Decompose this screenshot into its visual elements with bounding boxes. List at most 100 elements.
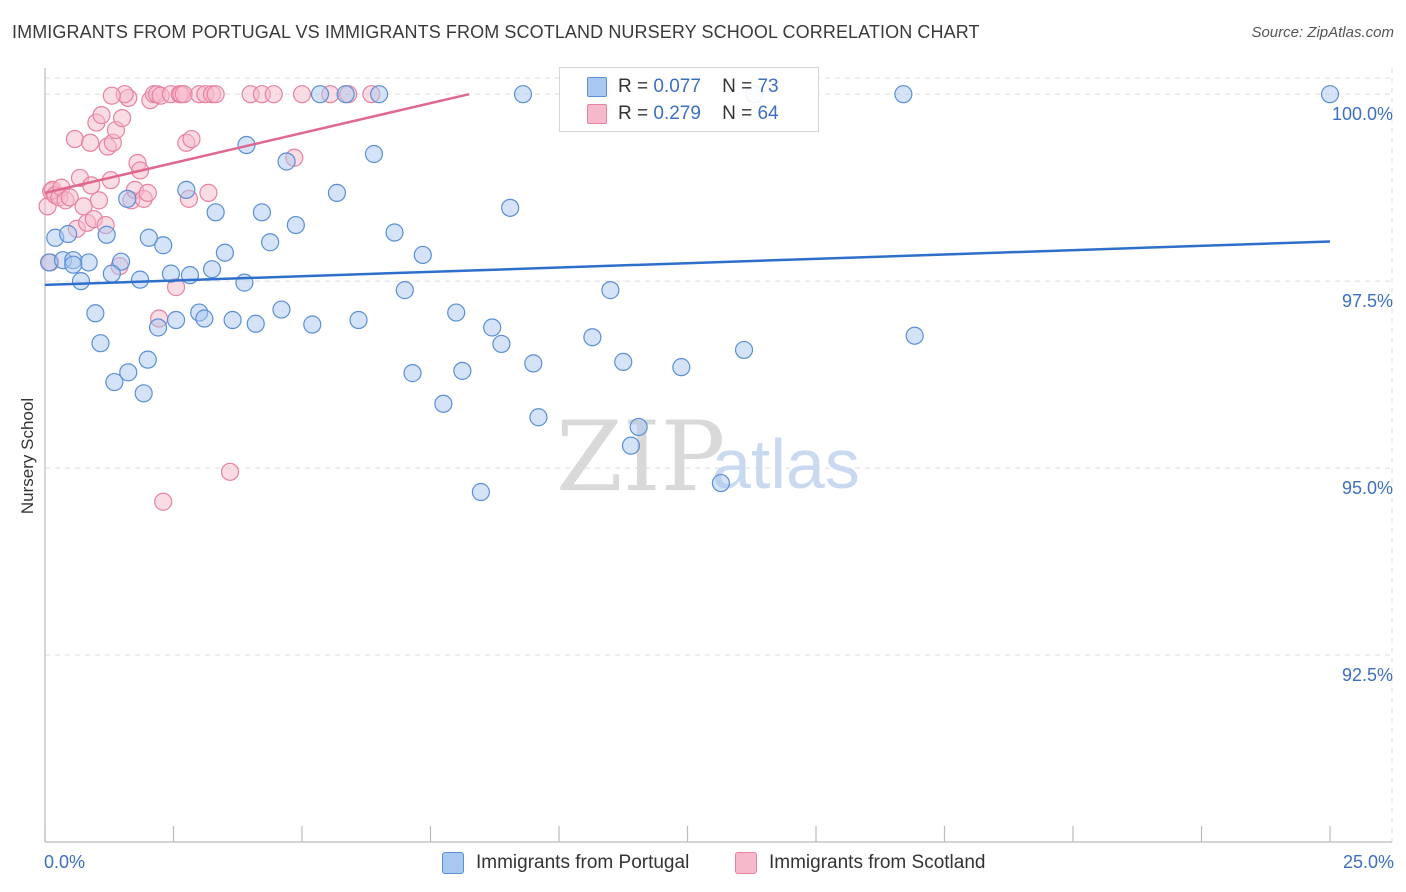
portugal-point[interactable] xyxy=(395,281,414,300)
scotland-point[interactable] xyxy=(89,191,109,210)
portugal-point[interactable] xyxy=(601,281,620,300)
series-swatch-portugal xyxy=(442,852,464,874)
portugal-point[interactable] xyxy=(336,85,355,104)
legend-swatch-portugal xyxy=(587,77,607,97)
portugal-point[interactable] xyxy=(139,228,158,247)
scotland-point[interactable] xyxy=(154,492,173,511)
portugal-point[interactable] xyxy=(223,310,242,330)
portugal-point[interactable] xyxy=(138,350,157,369)
portugal-point[interactable] xyxy=(134,384,153,403)
portugal-point[interactable] xyxy=(215,243,234,262)
portugal-point[interactable] xyxy=(202,260,222,279)
series-legend-scotland[interactable]: Immigrants from Scotland xyxy=(735,852,985,874)
legend-n-label: N = xyxy=(722,76,753,97)
portugal-point[interactable] xyxy=(154,236,173,255)
portugal-point[interactable] xyxy=(492,334,511,354)
portugal-point[interactable] xyxy=(286,215,305,235)
portugal-point[interactable] xyxy=(177,180,196,199)
portugal-point[interactable] xyxy=(272,300,291,319)
portugal-point[interactable] xyxy=(711,473,731,493)
portugal-point[interactable] xyxy=(370,85,389,104)
portugal-point[interactable] xyxy=(166,310,186,330)
chart-title: IMMIGRANTS FROM PORTUGAL VS IMMIGRANTS F… xyxy=(12,22,980,42)
scotland-point[interactable] xyxy=(60,188,79,207)
scotland-point[interactable] xyxy=(112,109,132,128)
portugal-point[interactable] xyxy=(453,361,472,380)
scotland-point[interactable] xyxy=(92,106,111,125)
scotland-point[interactable] xyxy=(199,183,218,202)
portugal-point[interactable] xyxy=(206,203,225,222)
portugal-point[interactable] xyxy=(403,364,422,383)
scotland-point[interactable] xyxy=(65,129,84,149)
scotland-point[interactable] xyxy=(292,85,312,104)
y-tick-label: 100.0% xyxy=(1332,104,1393,124)
portugal-point[interactable] xyxy=(161,264,181,283)
scotland-point[interactable] xyxy=(206,85,225,104)
portugal-point[interactable] xyxy=(447,303,466,322)
watermark-zip: ZIP xyxy=(556,401,725,513)
legend-n-value-scotland: 64 xyxy=(757,103,779,124)
portugal-point[interactable] xyxy=(102,264,121,283)
portugal-point[interactable] xyxy=(71,272,91,291)
portugal-point[interactable] xyxy=(235,273,254,292)
x-axis-max-label: 25.0% xyxy=(1342,852,1394,872)
y-tick-label: 92.5% xyxy=(1342,665,1393,685)
portugal-point[interactable] xyxy=(246,314,265,333)
portugal-point[interactable] xyxy=(119,363,138,382)
portugal-point[interactable] xyxy=(524,354,543,373)
series-label-portugal: Immigrants from Portugal xyxy=(476,852,690,873)
scotland-point[interactable] xyxy=(174,85,193,104)
portugal-point[interactable] xyxy=(672,358,691,377)
portugal-point[interactable] xyxy=(310,85,330,104)
portugal-point[interactable] xyxy=(413,245,432,265)
y-tick-labels: 100.0% 97.5% 95.0% 92.5% xyxy=(1332,104,1393,685)
legend-swatch-scotland xyxy=(587,104,607,124)
series-legend: Immigrants from Portugal Immigrants from… xyxy=(0,852,1406,878)
portugal-point[interactable] xyxy=(471,482,490,502)
portugal-point[interactable] xyxy=(327,183,347,202)
portugal-point[interactable] xyxy=(629,417,648,437)
portugal-point[interactable] xyxy=(64,255,83,274)
portugal-point[interactable] xyxy=(118,189,137,208)
portugal-point[interactable] xyxy=(513,85,533,104)
series-label-scotland: Immigrants from Scotland xyxy=(769,852,986,873)
portugal-point[interactable] xyxy=(105,372,124,392)
scotland-point[interactable] xyxy=(182,129,201,149)
portugal-point[interactable] xyxy=(894,85,913,104)
portugal-point[interactable] xyxy=(79,253,98,272)
portugal-point[interactable] xyxy=(97,225,116,244)
portugal-point[interactable] xyxy=(434,394,453,413)
portugal-point[interactable] xyxy=(1320,85,1340,104)
portugal-point[interactable] xyxy=(261,233,280,252)
portugal-point[interactable] xyxy=(91,334,110,353)
scotland-point[interactable] xyxy=(138,183,157,202)
portugal-point[interactable] xyxy=(59,224,78,244)
portugal-point[interactable] xyxy=(303,315,322,334)
portugal-point[interactable] xyxy=(349,310,368,330)
portugal-point[interactable] xyxy=(501,198,520,217)
scotland-point[interactable] xyxy=(220,462,240,481)
portugal-point[interactable] xyxy=(621,436,641,455)
portugal-point[interactable] xyxy=(195,309,214,328)
portugal-point[interactable] xyxy=(130,270,150,289)
scotland-point[interactable] xyxy=(81,133,100,152)
portugal-point[interactable] xyxy=(529,408,548,427)
portugal-point[interactable] xyxy=(614,352,633,371)
scotland-point[interactable] xyxy=(264,85,283,104)
scotland-point[interactable] xyxy=(102,86,121,105)
portugal-point[interactable] xyxy=(385,223,404,242)
portugal-point[interactable] xyxy=(111,252,131,271)
portugal-point[interactable] xyxy=(252,203,272,222)
y-tick-label: 95.0% xyxy=(1342,478,1393,498)
portugal-point[interactable] xyxy=(905,326,924,345)
portugal-point[interactable] xyxy=(734,340,754,360)
legend-n-value-portugal: 73 xyxy=(757,76,779,97)
portugal-point[interactable] xyxy=(483,318,502,337)
portugal-point[interactable] xyxy=(277,152,296,171)
portugal-point[interactable] xyxy=(86,304,105,323)
portugal-point[interactable] xyxy=(364,144,384,164)
portugal-point[interactable] xyxy=(583,328,602,347)
series-legend-portugal[interactable]: Immigrants from Portugal xyxy=(442,852,689,874)
portugal-point[interactable] xyxy=(148,318,168,337)
